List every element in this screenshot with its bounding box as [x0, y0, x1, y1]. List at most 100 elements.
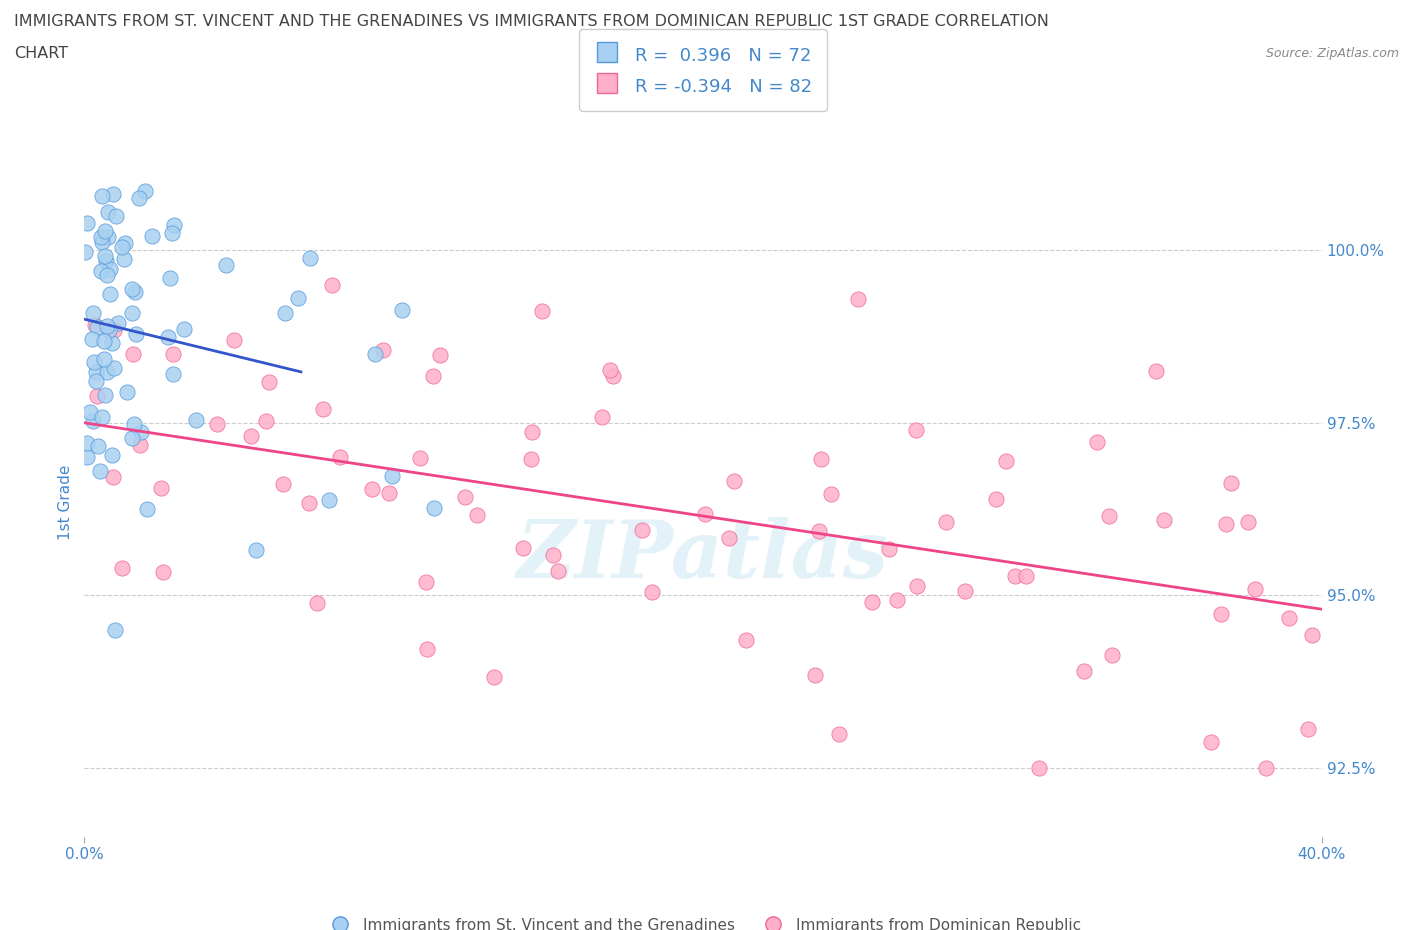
Point: [103, 360, 125, 375]
Point: [93, 352, 115, 366]
Point: [136, 501, 159, 516]
Point: [162, 218, 184, 232]
Point: [1085, 434, 1108, 449]
Point: [162, 225, 184, 240]
Point: [807, 524, 830, 538]
Point: [98, 323, 121, 338]
Point: [90, 409, 112, 424]
Point: [810, 452, 832, 467]
Point: [827, 727, 849, 742]
Point: [87, 439, 110, 454]
Point: [115, 385, 138, 400]
Point: [128, 191, 150, 206]
Point: [1028, 761, 1050, 776]
Text: Source: ZipAtlas.com: Source: ZipAtlas.com: [1265, 46, 1399, 60]
Point: [90, 235, 112, 250]
Point: [93, 334, 115, 349]
Point: [96, 365, 118, 379]
Point: [860, 595, 883, 610]
Point: [134, 183, 156, 198]
Point: [84, 365, 107, 379]
Point: [877, 541, 900, 556]
Point: [591, 409, 613, 424]
Text: ZIPatlas: ZIPatlas: [517, 517, 889, 594]
Point: [82, 306, 104, 321]
Point: [83, 355, 105, 370]
Point: [986, 491, 1008, 506]
Point: [530, 304, 553, 319]
Point: [162, 367, 184, 382]
Point: [259, 375, 281, 390]
Point: [695, 507, 717, 522]
Point: [735, 632, 758, 647]
Point: [152, 565, 174, 579]
Point: [94, 388, 117, 403]
Point: [91, 189, 114, 204]
Point: [599, 363, 621, 378]
Point: [159, 271, 181, 286]
Text: CHART: CHART: [14, 46, 67, 61]
Point: [723, 473, 745, 488]
Point: [222, 333, 245, 348]
Point: [1256, 761, 1278, 776]
Point: [1073, 663, 1095, 678]
Point: [80, 332, 103, 347]
Point: [361, 482, 384, 497]
Point: [1301, 627, 1323, 642]
Point: [631, 523, 654, 538]
Point: [122, 417, 145, 432]
Point: [1296, 721, 1319, 736]
Point: [254, 413, 277, 428]
Point: [111, 560, 134, 575]
Point: [98, 286, 121, 301]
Point: [1278, 611, 1301, 626]
Point: [96, 268, 118, 283]
Point: [298, 495, 321, 510]
Point: [121, 305, 143, 320]
Point: [156, 330, 179, 345]
Point: [287, 291, 309, 306]
Point: [1098, 509, 1121, 524]
Point: [381, 468, 404, 483]
Point: [717, 530, 740, 545]
Point: [149, 481, 172, 496]
Point: [422, 369, 444, 384]
Point: [86, 389, 108, 404]
Point: [1004, 568, 1026, 583]
Point: [391, 302, 413, 317]
Point: [75, 245, 97, 259]
Point: [94, 223, 117, 238]
Point: [541, 547, 564, 562]
Point: [90, 263, 112, 278]
Point: [305, 595, 328, 610]
Point: [804, 667, 827, 682]
Point: [76, 449, 98, 464]
Point: [205, 417, 228, 432]
Point: [1144, 363, 1167, 378]
Point: [162, 347, 184, 362]
Point: [114, 236, 136, 251]
Point: [82, 414, 104, 429]
Point: [103, 323, 125, 338]
Point: [97, 230, 120, 245]
Point: [245, 543, 267, 558]
Point: [429, 348, 451, 363]
Point: [94, 254, 117, 269]
Point: [454, 490, 477, 505]
Point: [129, 424, 152, 439]
Point: [416, 642, 439, 657]
Y-axis label: 1st Grade: 1st Grade: [58, 464, 73, 540]
Point: [239, 429, 262, 444]
Point: [602, 368, 624, 383]
Point: [128, 437, 150, 452]
Point: [886, 592, 908, 607]
Point: [1101, 648, 1123, 663]
Point: [89, 464, 111, 479]
Point: [101, 448, 124, 463]
Point: [271, 476, 294, 491]
Point: [373, 342, 395, 357]
Point: [318, 492, 340, 507]
Point: [311, 402, 333, 417]
Text: IMMIGRANTS FROM ST. VINCENT AND THE GRENADINES VS IMMIGRANTS FROM DOMINICAN REPU: IMMIGRANTS FROM ST. VINCENT AND THE GREN…: [14, 14, 1049, 29]
Point: [512, 541, 534, 556]
